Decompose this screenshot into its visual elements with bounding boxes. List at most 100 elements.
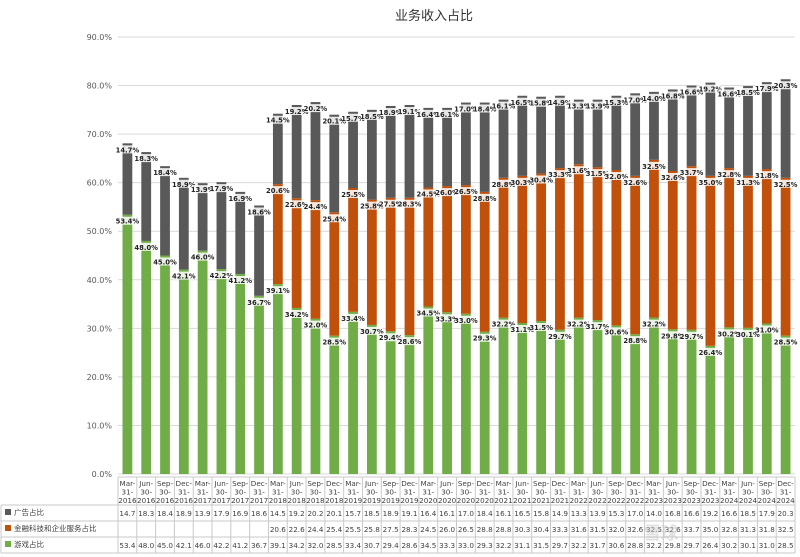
data-label-bg	[718, 170, 741, 179]
bar-segment	[592, 167, 603, 321]
x-tick-label: 2022	[570, 496, 588, 505]
x-tick-label: 2017	[250, 496, 268, 505]
table-cell: 28.8	[496, 525, 512, 534]
table-cell: 30.6	[608, 541, 624, 550]
data-label: 20.6%	[266, 187, 290, 195]
table-cell: 25.4	[326, 525, 342, 534]
x-tick-label: Dec-	[251, 479, 268, 488]
table-cell: 17.0	[627, 509, 643, 518]
bar-segment	[348, 311, 358, 474]
data-label: 28.5%	[322, 339, 346, 347]
bar-segment	[291, 104, 302, 199]
table-cell: 28.5	[778, 541, 794, 550]
table-cell: 42.2	[213, 541, 229, 550]
bar-segment	[686, 329, 697, 474]
table-cell: 14.9	[552, 509, 568, 518]
data-label: 26.0%	[435, 189, 459, 197]
data-label-bg	[680, 168, 703, 177]
data-label: 18.9%	[172, 181, 196, 189]
bar-segment	[536, 321, 547, 474]
x-tick-label: 30-	[667, 488, 679, 497]
legend-swatch	[5, 541, 11, 547]
table-cell: 16.6	[684, 509, 700, 518]
data-label-bg	[642, 93, 665, 102]
bar-segment	[122, 143, 133, 215]
data-label: 28.8%	[492, 181, 516, 189]
data-label-bg	[323, 116, 346, 125]
data-label-bg	[360, 326, 383, 335]
data-label: 28.3%	[398, 201, 422, 209]
data-label-bg	[605, 172, 628, 181]
data-label-bg	[191, 185, 214, 194]
bar-segment	[310, 318, 321, 474]
bar-segment	[611, 95, 622, 171]
table-cell: 31.6	[571, 525, 587, 534]
table-cell: 15.8	[533, 509, 549, 518]
table-cell: 53.4	[119, 541, 135, 550]
bar-segment	[235, 273, 246, 474]
table-cell: 20.6	[270, 525, 286, 534]
x-tick-label: 2017	[193, 496, 211, 505]
bar-segment	[272, 184, 283, 285]
data-label: 16.4%	[416, 111, 440, 119]
data-label: 36.7%	[247, 299, 271, 307]
data-label: 33.3%	[435, 315, 459, 323]
data-label-bg	[661, 331, 684, 340]
bar-segment	[667, 89, 678, 172]
x-tick-label: Dec-	[627, 479, 644, 488]
table-cell: 32.2	[571, 541, 587, 550]
data-label-bg	[624, 177, 647, 186]
data-label-bg	[248, 297, 271, 306]
x-tick-label: Dec-	[326, 479, 343, 488]
data-label: 32.2%	[567, 321, 591, 329]
bar-segment	[348, 188, 358, 312]
x-tick-label: 2017	[231, 496, 249, 505]
data-label-bg	[154, 168, 177, 177]
bar-segment	[667, 171, 678, 330]
data-label-bg	[417, 308, 440, 317]
data-label: 20.1%	[322, 118, 346, 126]
table-cell: 28.5	[326, 541, 342, 550]
data-label-bg	[774, 179, 797, 188]
bar-segment	[555, 168, 565, 330]
table-cell: 22.6	[289, 525, 305, 534]
data-label-bg	[511, 324, 534, 333]
bar-segment	[254, 205, 264, 296]
table-cell: 33.0	[458, 541, 474, 550]
table-cell: 31.1	[514, 541, 530, 550]
bar-segment	[724, 87, 735, 169]
bar-segment	[404, 335, 415, 474]
bar-segment	[573, 317, 584, 474]
x-tick-label: Dec-	[401, 479, 418, 488]
data-label-bg	[473, 333, 496, 342]
data-label-bg	[492, 101, 515, 110]
data-label-bg	[736, 177, 759, 186]
bar-segment	[630, 175, 641, 335]
data-label: 41.2%	[228, 277, 252, 285]
bar-segment	[649, 317, 659, 474]
data-label-bg	[473, 193, 496, 202]
x-tick-label: 30-	[686, 488, 698, 497]
x-tick-label: 31-	[648, 488, 660, 497]
data-label: 48.0%	[134, 244, 158, 252]
table-cell: 31.8	[759, 525, 775, 534]
bar-segment	[498, 99, 509, 178]
bar-segment	[141, 240, 152, 474]
y-tick-label: 20.0%	[87, 373, 113, 382]
x-tick-label: 30-	[441, 488, 453, 497]
bar-segment	[780, 177, 791, 336]
x-tick-label: Mar-	[571, 479, 587, 488]
data-label-bg	[172, 271, 195, 280]
data-label: 18.6%	[247, 208, 271, 216]
x-tick-label: 31-	[780, 488, 792, 497]
table-cell: 30.2	[721, 541, 737, 550]
table-cell: 20.1	[326, 509, 342, 518]
data-label: 53.4%	[116, 218, 140, 226]
legend-swatch	[5, 509, 11, 515]
data-label: 33.7%	[680, 169, 704, 177]
data-label: 16.6%	[680, 89, 704, 97]
y-tick-label: 80.0%	[87, 82, 113, 91]
data-label: 30.4%	[529, 176, 553, 184]
bar-segment	[761, 323, 772, 474]
x-tick-label: Mar-	[120, 479, 136, 488]
